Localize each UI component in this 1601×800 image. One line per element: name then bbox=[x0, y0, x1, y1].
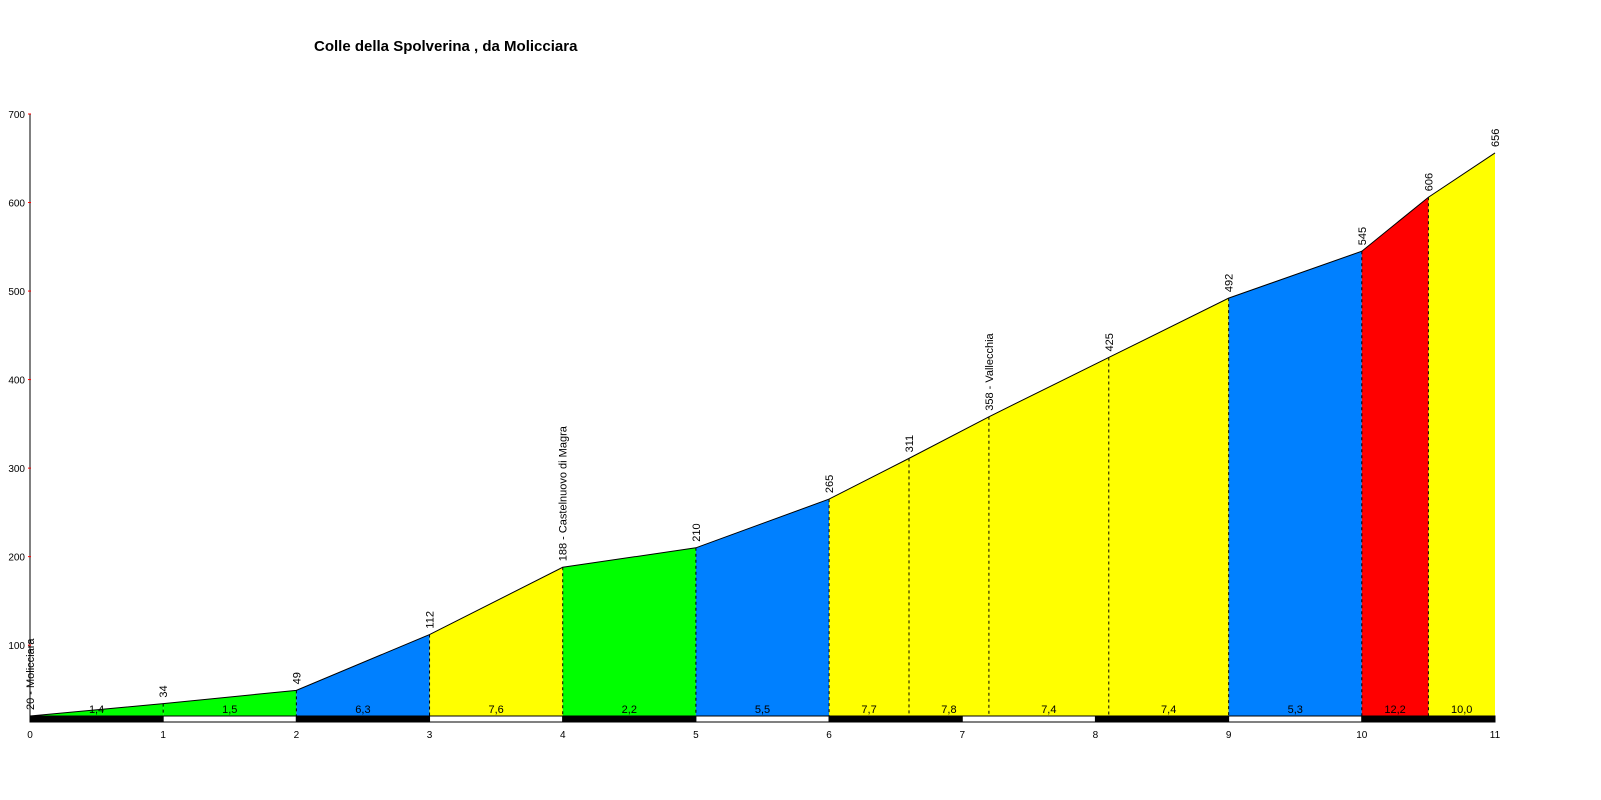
y-tick-label: 500 bbox=[8, 287, 25, 298]
x-tick-label: 8 bbox=[1093, 730, 1099, 741]
elevation-label: 656 bbox=[1490, 129, 1502, 147]
profile-segment bbox=[695, 499, 830, 716]
km-bar bbox=[1228, 715, 1363, 723]
elevation-label: 34 bbox=[158, 685, 170, 697]
gradient-label: 5,5 bbox=[755, 704, 770, 716]
gradient-label: 7,7 bbox=[861, 704, 876, 716]
elevation-label: 210 bbox=[691, 523, 703, 541]
km-bar bbox=[1094, 715, 1230, 723]
x-tick-label: 1 bbox=[160, 730, 166, 741]
profile-segment bbox=[562, 547, 696, 716]
x-tick-label: 11 bbox=[1490, 730, 1501, 741]
gradient-label: 7,8 bbox=[941, 704, 956, 716]
elevation-label: 112 bbox=[425, 611, 437, 629]
y-tick-label: 200 bbox=[8, 553, 25, 564]
elevation-label: 49 bbox=[291, 672, 303, 684]
gradient-label: 6,3 bbox=[355, 704, 370, 716]
y-tick-label: 400 bbox=[8, 376, 25, 387]
y-tick-label: 100 bbox=[8, 641, 25, 652]
elevation-label: 311 bbox=[904, 435, 916, 453]
gradient-label: 5,3 bbox=[1288, 704, 1303, 716]
elevation-label: 606 bbox=[1423, 173, 1435, 191]
km-bar bbox=[295, 715, 431, 723]
y-tick-label: 700 bbox=[8, 110, 25, 121]
gradient-label: 2,2 bbox=[622, 704, 637, 716]
profile-segment bbox=[1361, 197, 1429, 716]
elevation-label: 425 bbox=[1104, 333, 1116, 351]
profile-segment bbox=[1228, 251, 1362, 716]
y-tick-label: 600 bbox=[8, 199, 25, 210]
x-tick-label: 5 bbox=[693, 730, 699, 741]
elevation-label: 545 bbox=[1357, 227, 1369, 245]
km-bar bbox=[695, 715, 830, 723]
profile-segment bbox=[296, 634, 430, 716]
gradient-label: 7,4 bbox=[1041, 704, 1056, 716]
profile-segment bbox=[163, 690, 297, 716]
profile-segment bbox=[1428, 152, 1495, 716]
gradient-label: 7,4 bbox=[1161, 704, 1176, 716]
gradient-label: 7,6 bbox=[488, 704, 503, 716]
profile-segment bbox=[909, 416, 989, 716]
km-bar bbox=[1361, 715, 1496, 723]
gradient-label: 12,2 bbox=[1384, 704, 1405, 716]
x-tick-label: 6 bbox=[826, 730, 832, 741]
x-tick-label: 0 bbox=[27, 730, 33, 741]
profile-segment bbox=[829, 458, 909, 716]
elevation-label: 265 bbox=[824, 475, 836, 493]
profile-segment bbox=[988, 357, 1109, 716]
gradient-label: 10,0 bbox=[1451, 704, 1472, 716]
profile-segment bbox=[1108, 298, 1229, 716]
elevation-label: 492 bbox=[1224, 274, 1236, 292]
km-bar bbox=[961, 715, 1096, 723]
elevation-label: 358 - Vallecchia bbox=[984, 332, 996, 410]
x-tick-label: 10 bbox=[1356, 730, 1368, 741]
x-tick-label: 2 bbox=[294, 730, 300, 741]
km-bar bbox=[429, 715, 564, 723]
profile-line bbox=[29, 152, 1496, 717]
km-bar bbox=[828, 715, 963, 723]
chart-title: Colle della Spolverina , da Molicciara bbox=[314, 38, 578, 55]
x-tick-label: 4 bbox=[560, 730, 566, 741]
y-tick-label: 300 bbox=[8, 464, 25, 475]
elevation-label: 188 - Castelnuovo di Magra bbox=[558, 425, 570, 561]
km-bar bbox=[162, 715, 297, 723]
km-bar bbox=[29, 715, 164, 723]
x-tick-label: 9 bbox=[1226, 730, 1232, 741]
km-bar bbox=[562, 715, 697, 723]
gradient-label: 1,5 bbox=[222, 704, 237, 716]
x-tick-label: 7 bbox=[959, 730, 965, 741]
x-tick-label: 3 bbox=[427, 730, 433, 741]
elevation-label: 20 - Molicciara bbox=[25, 638, 37, 710]
profile-segment bbox=[429, 567, 563, 716]
